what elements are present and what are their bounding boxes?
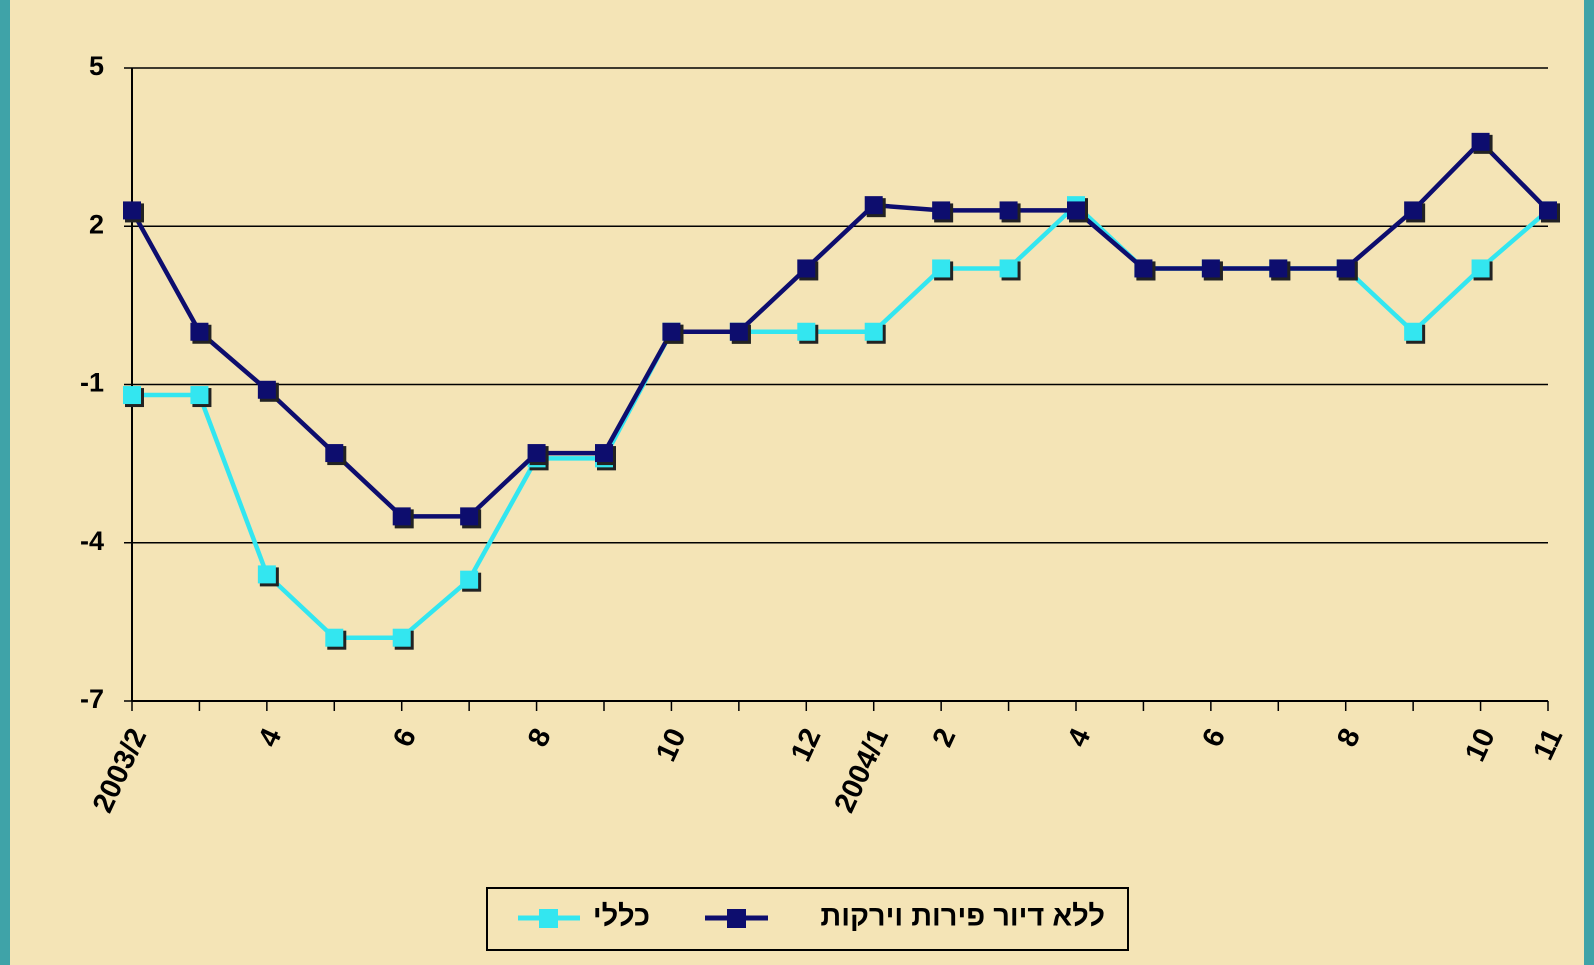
marker [1134, 259, 1153, 278]
marker [729, 322, 748, 341]
marker [1067, 201, 1085, 220]
marker [999, 259, 1018, 278]
marker [527, 444, 546, 463]
legend-label: ללא דיור פירות וירקות [820, 901, 1105, 933]
marker [257, 565, 276, 584]
legend-marker [539, 909, 558, 928]
series-line [130, 138, 1550, 519]
y-tick-label: -7 [80, 684, 104, 714]
y-tick-label: 2 [89, 209, 104, 239]
marker [1336, 259, 1355, 278]
marker [325, 444, 344, 463]
legend-label: כללי [593, 901, 650, 933]
marker [1201, 259, 1220, 278]
marker [123, 386, 141, 405]
marker [1539, 201, 1557, 220]
legend [486, 887, 1129, 951]
y-tick-label: -4 [80, 526, 104, 556]
marker [1471, 259, 1490, 278]
marker [864, 196, 883, 215]
marker [1471, 132, 1490, 151]
marker [932, 259, 951, 278]
marker [460, 507, 479, 526]
marker [190, 386, 209, 405]
marker [932, 201, 951, 220]
marker [1269, 259, 1288, 278]
y-tick-label: 5 [89, 51, 104, 81]
marker [257, 380, 276, 399]
marker [662, 322, 681, 341]
legend-entry: ללא דיור פירות וירקות [705, 901, 1105, 933]
background [10, 0, 1584, 965]
marker [999, 201, 1018, 220]
marker [460, 570, 479, 589]
marker [595, 444, 613, 463]
legend-marker [727, 909, 746, 928]
marker [1404, 322, 1423, 341]
marker [123, 201, 141, 220]
marker [392, 628, 411, 647]
legend-entry: כללי [518, 901, 650, 933]
y-tick-label: -1 [80, 368, 104, 398]
marker [1404, 201, 1423, 220]
marker [864, 322, 883, 341]
marker [325, 628, 344, 647]
marker [797, 259, 816, 278]
marker [392, 507, 411, 526]
marker [190, 322, 209, 341]
marker [797, 322, 816, 341]
